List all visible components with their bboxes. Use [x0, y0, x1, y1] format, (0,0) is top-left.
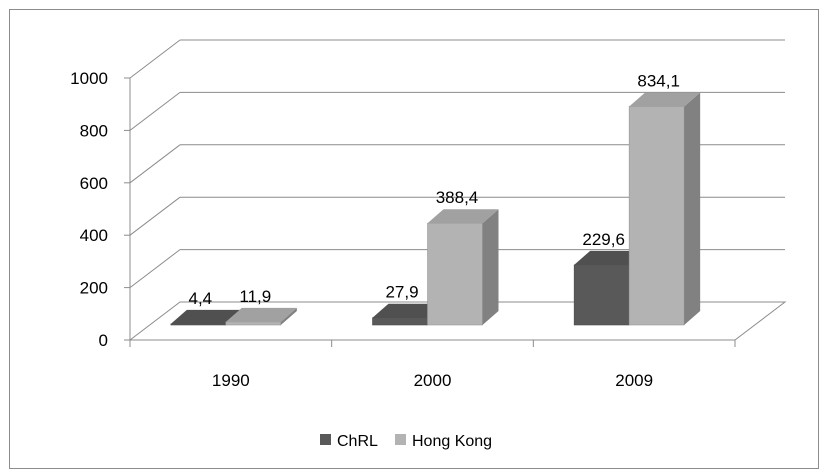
bar-top-hong-kong [225, 307, 297, 322]
bar-front-chrl [170, 323, 227, 326]
y-tick-label: 200 [80, 279, 108, 298]
gridline-side [129, 144, 181, 184]
y-tick-label: 800 [80, 121, 108, 140]
legend-label: ChRL [337, 433, 378, 450]
bar-front-hong-kong [225, 321, 282, 326]
data-label: 229,6 [582, 230, 625, 249]
bar-top-hong-kong [629, 92, 701, 107]
x-tick-label: 1990 [212, 371, 250, 390]
legend-swatch [395, 434, 406, 445]
y-tick-label: 400 [80, 226, 108, 245]
gridline-side [129, 39, 181, 79]
y-tick-label: 0 [99, 331, 108, 350]
data-label: 4,4 [189, 289, 213, 308]
bar-top-chrl [372, 303, 444, 318]
y-tick-label: 600 [80, 174, 108, 193]
legend-swatch [320, 434, 331, 445]
bar-side-hong-kong [684, 92, 701, 326]
x-tick-label: 2000 [414, 371, 452, 390]
gridline-side [129, 249, 181, 288]
bar-front-hong-kong [628, 106, 685, 326]
bar-front-chrl [573, 264, 630, 326]
x-tick-label: 2009 [615, 371, 653, 390]
gridline-side [129, 196, 181, 236]
bar-top-hong-kong [427, 209, 499, 224]
bar-front-hong-kong [427, 222, 483, 326]
data-label: 834,1 [637, 71, 680, 90]
legend-label: Hong Kong [412, 433, 492, 450]
data-label: 11,9 [239, 287, 271, 306]
data-label: 27,9 [385, 283, 418, 302]
bar-top-chrl [170, 309, 242, 324]
bar-top-chrl [574, 250, 646, 265]
bar-side-hong-kong [482, 209, 499, 325]
data-label: 388,4 [436, 188, 479, 207]
bar-front-chrl [372, 317, 428, 326]
y-tick-label: 1000 [70, 69, 108, 88]
bar-side-hong-kong [280, 307, 297, 325]
gridline-side [129, 92, 181, 131]
